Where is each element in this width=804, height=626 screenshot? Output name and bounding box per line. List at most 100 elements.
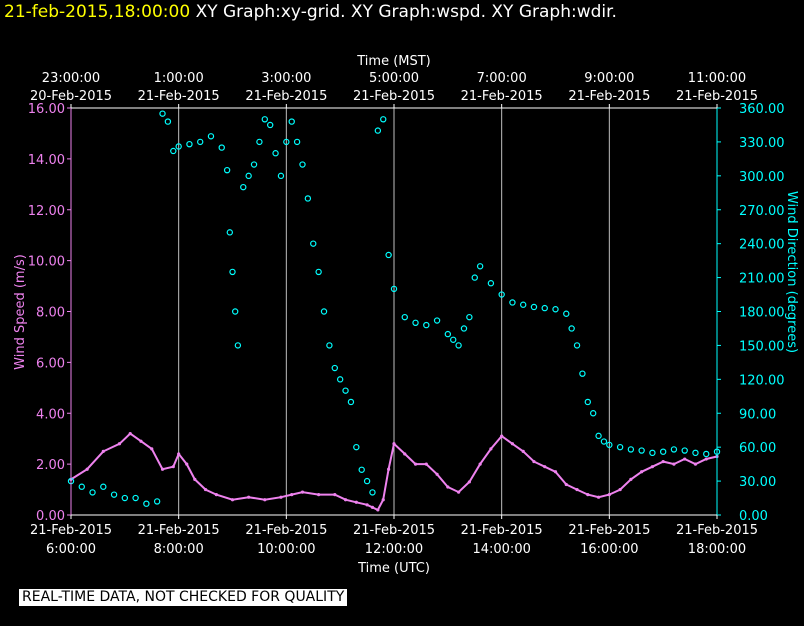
bottom-tick-date: 21-Feb-2015 xyxy=(568,523,650,538)
wind-direction-point xyxy=(78,483,85,490)
wind-speed-point xyxy=(661,459,665,464)
left-tick-label: 0.00 xyxy=(36,509,65,524)
wind-direction-point xyxy=(363,477,371,485)
right-tick-label: 180.00 xyxy=(739,306,785,321)
wind-speed-point xyxy=(128,432,132,436)
wind-direction-point xyxy=(336,376,344,383)
wind-speed-point xyxy=(185,462,189,466)
wind-direction-point xyxy=(288,118,295,125)
wind-direction-point xyxy=(471,274,478,281)
wind-direction-point xyxy=(595,432,602,440)
left-tick-label: 16.00 xyxy=(28,102,65,117)
wind-direction-point xyxy=(310,240,317,247)
wind-direction-point xyxy=(347,398,355,406)
right-tick-label: 210.00 xyxy=(739,272,785,287)
wind-direction-point xyxy=(186,140,193,148)
wind-speed-point xyxy=(607,493,611,497)
wind-speed-point xyxy=(478,462,482,466)
wind-speed-point xyxy=(693,462,698,466)
wind-direction-point xyxy=(600,438,608,445)
wind-direction-point xyxy=(444,330,452,338)
wind-speed-point xyxy=(354,500,358,504)
wind-speed-point xyxy=(160,467,165,471)
wind-direction-point xyxy=(132,494,139,502)
wind-speed-point xyxy=(521,449,525,454)
quality-disclaimer: REAL-TIME DATA, NOT CHECKED FOR QUALITY xyxy=(19,589,348,606)
top-tick-date: 21-Feb-2015 xyxy=(245,89,327,104)
top-tick-time: 5:00:00 xyxy=(369,71,419,86)
wind-direction-point xyxy=(423,321,430,329)
wind-direction-point xyxy=(390,285,398,293)
wind-speed-point xyxy=(317,493,321,497)
wind-direction-point xyxy=(250,161,258,168)
wind-direction-point xyxy=(589,410,597,417)
bottom-tick-time: 18:00:00 xyxy=(688,542,746,557)
wind-speed-point xyxy=(596,495,601,499)
header-graph-list: XY Graph:xy-grid. XY Graph:wspd. XY Grap… xyxy=(195,2,617,22)
wind-speed-point xyxy=(370,505,375,509)
wind-speed-point xyxy=(435,472,439,476)
wind-speed-point xyxy=(193,477,197,481)
wind-speed-point xyxy=(376,508,380,512)
top-tick-time: 23:00:00 xyxy=(42,71,100,86)
wind-direction-point xyxy=(616,443,624,451)
wind-direction-point xyxy=(196,138,204,146)
wind-direction-point xyxy=(606,441,613,449)
chart-header: 21-feb-2015,18:00:00 XY Graph:xy-grid. X… xyxy=(4,2,617,22)
left-tick-label: 10.00 xyxy=(28,255,65,270)
wind-direction-point xyxy=(353,443,360,451)
wind-speed-point xyxy=(553,470,558,474)
wind-direction-point xyxy=(100,483,107,490)
right-tick-label: 360.00 xyxy=(739,102,785,117)
bottom-tick-date: 21-Feb-2015 xyxy=(138,523,220,538)
top-tick-time: 11:00:00 xyxy=(688,71,746,86)
wind-speed-point xyxy=(618,487,622,492)
left-tick-label: 14.00 xyxy=(28,153,65,168)
wind-speed-point xyxy=(704,457,708,461)
wind-direction-point xyxy=(563,310,570,317)
wind-direction-point xyxy=(170,147,177,155)
wind-direction-point xyxy=(374,127,382,134)
wind-speed-point xyxy=(203,487,208,492)
wind-speed-point xyxy=(564,482,568,487)
wind-direction-point xyxy=(299,161,306,168)
wind-direction-point xyxy=(256,138,263,146)
wind-direction-point xyxy=(659,448,667,455)
wind-speed-point xyxy=(575,487,579,492)
wind-direction-point xyxy=(455,342,462,349)
wind-speed-point xyxy=(467,480,471,484)
bottom-tick-time: 14:00:00 xyxy=(472,542,530,557)
wind-direction-point xyxy=(433,317,441,324)
wind-speed-point xyxy=(171,465,175,469)
wind-direction-point xyxy=(466,313,473,321)
wind-direction-point xyxy=(164,118,172,125)
bottom-tick-date: 21-Feb-2015 xyxy=(30,523,112,538)
wind-speed-point xyxy=(139,439,143,443)
wind-direction-point xyxy=(649,449,656,457)
bottom-tick-date: 21-Feb-2015 xyxy=(676,523,758,538)
wind-direction-point xyxy=(498,291,505,298)
wind-speed-point xyxy=(629,477,633,481)
right-tick-label: 330.00 xyxy=(739,136,785,151)
wind-direction-point xyxy=(272,150,279,157)
right-tick-label: 90.00 xyxy=(739,407,776,422)
wind-direction-point xyxy=(153,498,161,505)
wind-direction-point xyxy=(573,342,581,349)
wind-speed-series xyxy=(69,432,719,512)
wind-direction-point xyxy=(412,319,419,327)
wind-direction-point xyxy=(369,489,376,496)
top-tick-time: 3:00:00 xyxy=(261,71,311,86)
wind-speed-point xyxy=(177,452,181,456)
bottom-tick-time: 6:00:00 xyxy=(46,542,96,557)
wind-direction-point xyxy=(234,342,242,349)
wind-speed-point xyxy=(413,462,418,466)
top-tick-time: 1:00:00 xyxy=(154,71,204,86)
top-tick-date: 21-Feb-2015 xyxy=(676,89,758,104)
wind-speed-point xyxy=(650,465,655,469)
bottom-tick-date: 21-Feb-2015 xyxy=(245,523,327,538)
header-timestamp: 21-feb-2015,18:00:00 xyxy=(4,2,191,22)
right-tick-label: 270.00 xyxy=(739,204,785,219)
bottom-tick-time: 16:00:00 xyxy=(580,542,638,557)
right-tick-label: 300.00 xyxy=(739,170,785,185)
wind-speed-point xyxy=(279,495,283,499)
